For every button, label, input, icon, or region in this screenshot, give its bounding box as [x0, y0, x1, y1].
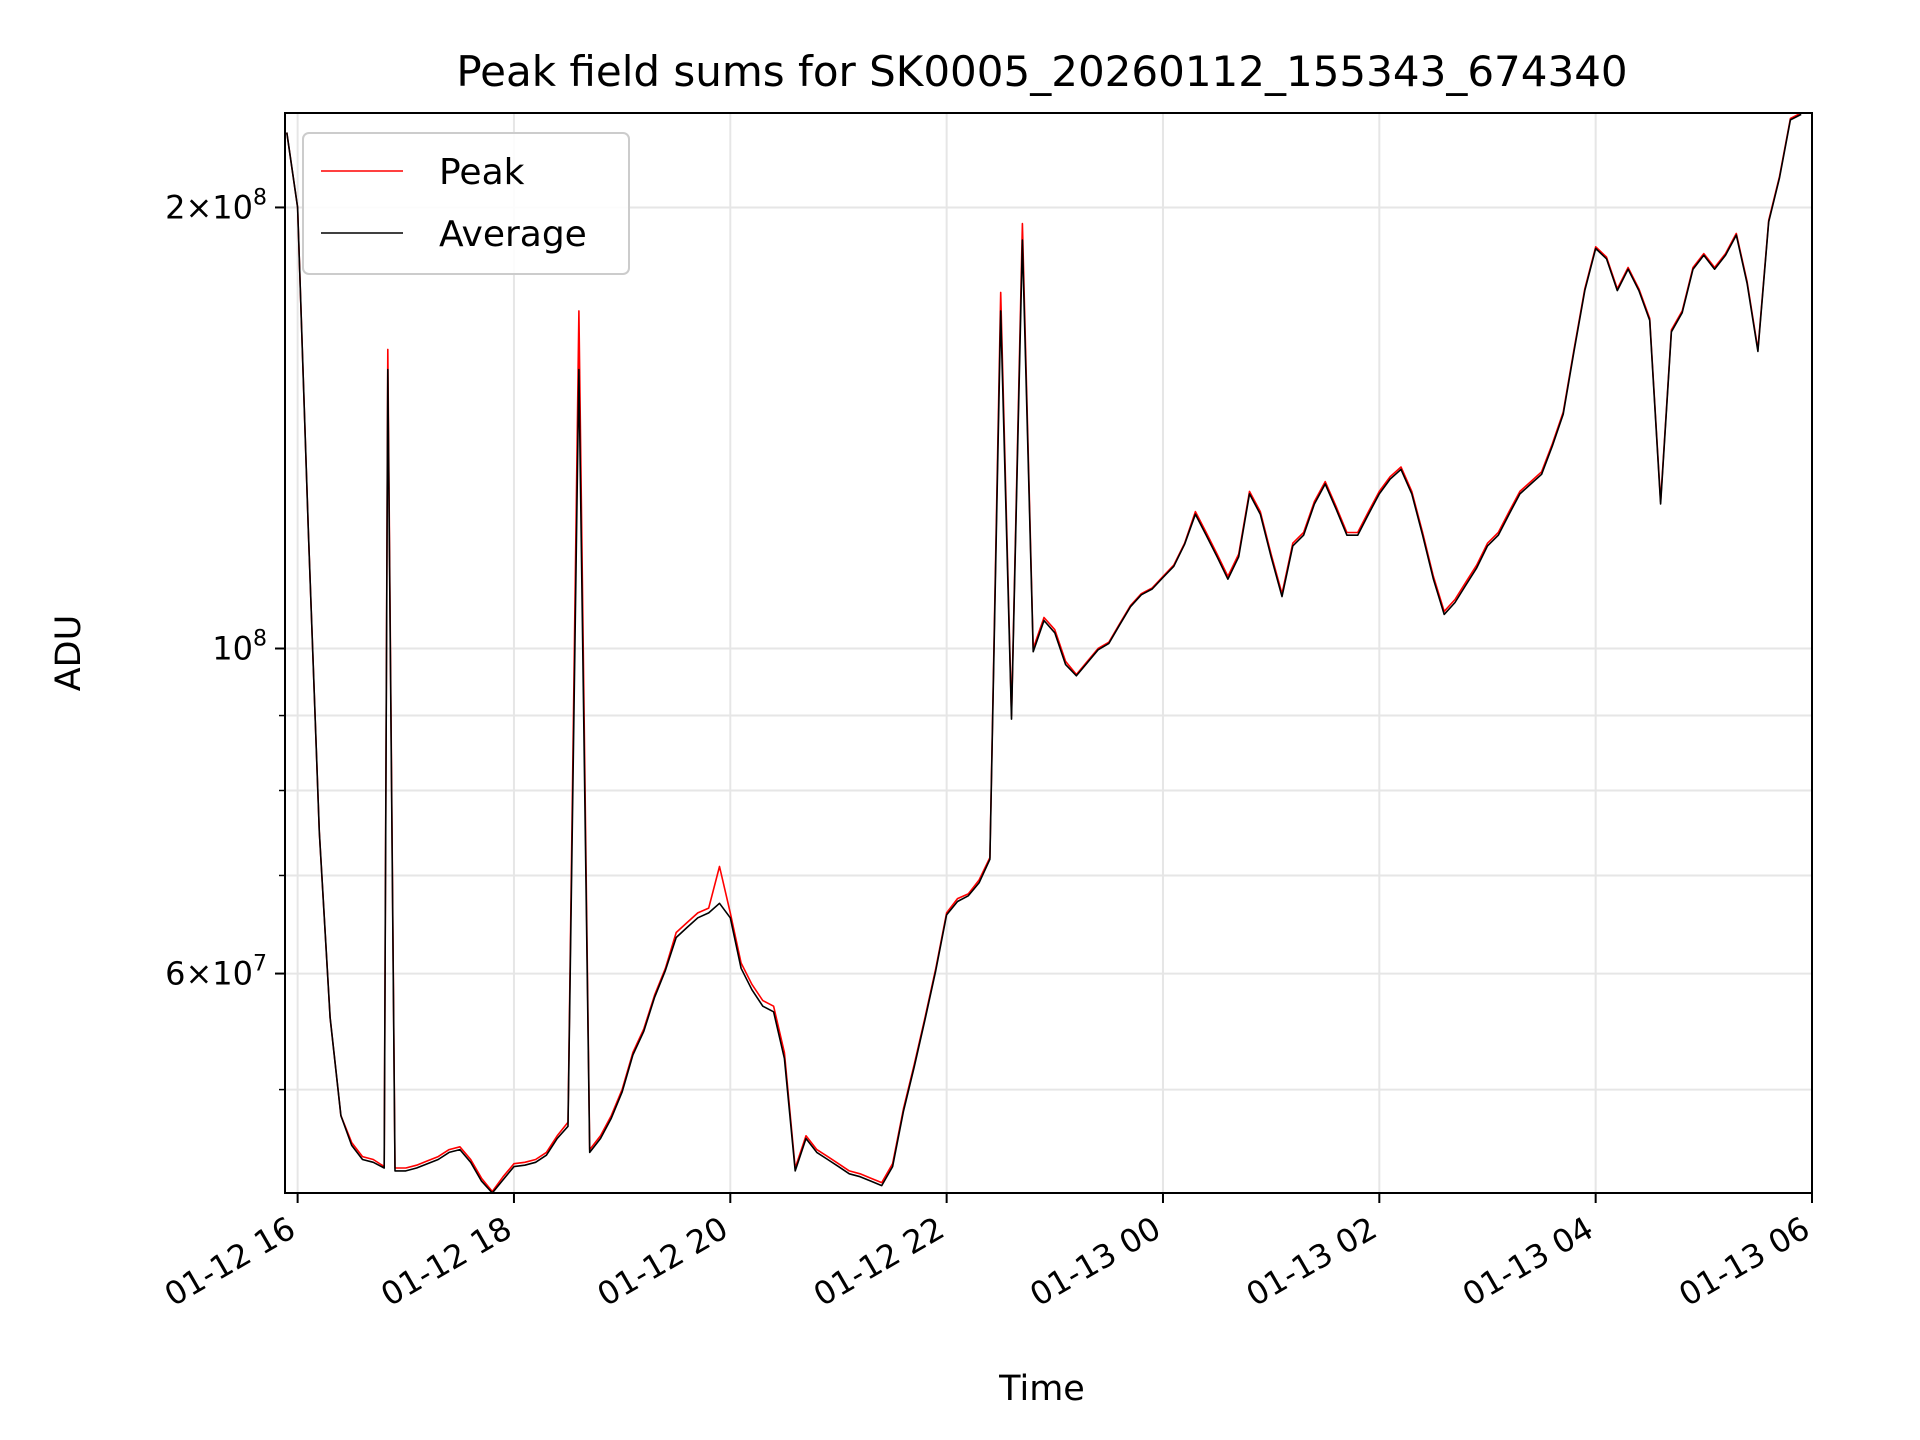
legend-box	[302, 132, 630, 275]
grid	[285, 113, 1812, 1193]
y-tick-label: 2×108	[165, 185, 267, 226]
x-axis-title: Time	[998, 1369, 1085, 1409]
y-tick-base: 10	[212, 955, 253, 993]
series-line-peak	[286, 112, 1802, 1193]
y-axis-title: ADU	[49, 615, 89, 692]
y-tick-label: 108	[212, 627, 267, 668]
y-tick-mantissa: 6	[165, 955, 185, 993]
series-line-average	[286, 113, 1802, 1194]
y-tick-times: ×	[185, 188, 212, 226]
legend-label-peak: Peak	[439, 152, 525, 193]
y-tick-exponent: 7	[253, 952, 267, 977]
y-tick-exponent: 8	[253, 627, 267, 652]
legend: Peak Average	[302, 132, 630, 275]
y-tick-mantissa: 2	[165, 188, 185, 226]
y-tick-base: 10	[212, 630, 253, 668]
y-tick-label: 6×107	[165, 952, 267, 993]
plot-frame	[284, 112, 1813, 1194]
series-layer	[286, 112, 1802, 1194]
y-tick-exponent: 8	[253, 185, 267, 210]
y-tick-times: ×	[185, 955, 212, 993]
legend-label-average: Average	[439, 214, 587, 255]
y-tick-base: 10	[212, 188, 253, 226]
chart-title: Peak field sums for SK0005_20260112_1553…	[456, 47, 1627, 96]
